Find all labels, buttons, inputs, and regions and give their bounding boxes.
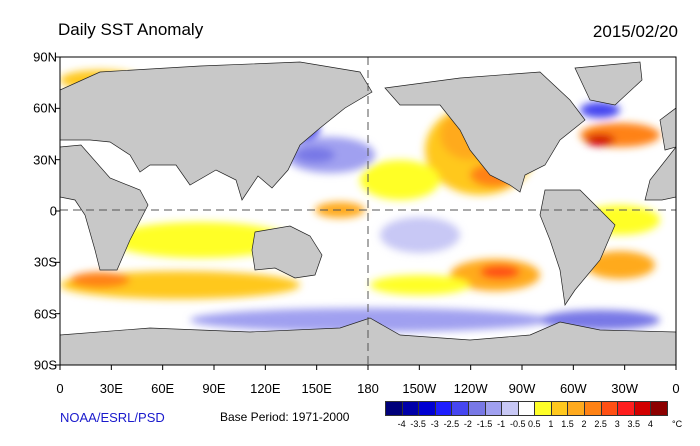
x-tick-label: 90E <box>202 381 226 396</box>
colorbar-label: 2.5 <box>594 419 607 429</box>
x-tick-label: 90W <box>508 381 536 396</box>
land <box>60 61 676 365</box>
colorbar-label: 2 <box>581 419 587 429</box>
colorbar-label: 3 <box>614 419 620 429</box>
x-tick-label: 0 <box>56 381 64 396</box>
x-tick-label: 120E <box>250 381 281 396</box>
y-tick-label: 0 <box>49 203 57 219</box>
colorbar-label: 1.5 <box>561 419 574 429</box>
y-tick-label: 60N <box>33 100 57 116</box>
colorbar-label: 1 <box>548 419 554 429</box>
colorbar-swatch <box>534 401 552 416</box>
colorbar-swatch <box>401 401 420 416</box>
colorbar-swatch <box>451 401 469 416</box>
y-tick-label: 30S <box>33 254 57 270</box>
colorbar-label: -1 <box>497 419 506 429</box>
colorbar-label: 4 <box>647 419 653 429</box>
colorbar-unit: °C <box>672 419 683 429</box>
map-title: Daily SST Anomaly <box>58 20 204 39</box>
colorbar-label: -4 <box>397 419 406 429</box>
colorbar-swatch <box>650 401 668 416</box>
y-tick-label: 90S <box>33 357 57 373</box>
colorbar-label: 3.5 <box>627 419 641 429</box>
colorbar-swatch <box>434 401 453 416</box>
y-tick-label: 90N <box>33 49 57 65</box>
x-tick-label: 30W <box>611 381 639 396</box>
colorbar-swatch <box>617 401 635 416</box>
colorbar-label: -0.5 <box>509 419 526 429</box>
x-tick-label: 120W <box>453 381 488 396</box>
colorbar-swatch <box>385 401 403 416</box>
x-tick-label: 60E <box>151 381 175 396</box>
x-tick-label: 180 <box>357 381 379 396</box>
map-date: 2015/02/20 <box>592 22 678 41</box>
colorbar-label: -1.5 <box>476 419 493 429</box>
colorbar-label: -3.5 <box>410 419 426 429</box>
colorbar-label: -3 <box>430 419 439 429</box>
colorbar-swatch <box>484 401 503 416</box>
base-period: Base Period: 1971-2000 <box>220 410 350 424</box>
y-tick-label: 60S <box>33 306 57 322</box>
colorbar-swatch <box>550 401 569 416</box>
x-tick-label: 30E <box>99 381 123 396</box>
colorbar-label: -2.5 <box>443 419 460 429</box>
colorbar-swatch <box>517 401 536 416</box>
colorbar-label: 0.5 <box>528 419 541 429</box>
anomaly-field <box>60 57 676 365</box>
x-tick-label: 150E <box>301 381 332 396</box>
colorbar-label: -2 <box>463 419 472 429</box>
colorbar-swatch <box>501 401 519 416</box>
x-tick-label: 60W <box>559 381 587 396</box>
y-tick-label: 30N <box>33 152 57 168</box>
colorbar-swatch <box>567 401 586 416</box>
credit-text: NOAA/ESRL/PSD <box>60 410 165 425</box>
colorbar-swatch <box>600 401 619 416</box>
colorbar-swatch <box>633 401 652 416</box>
x-tick-label: 0 <box>672 381 680 396</box>
colorbar-swatch <box>467 401 486 416</box>
x-tick-label: 150W <box>402 381 437 396</box>
colorbar-swatch <box>584 401 602 416</box>
colorbar-swatch <box>418 401 436 416</box>
